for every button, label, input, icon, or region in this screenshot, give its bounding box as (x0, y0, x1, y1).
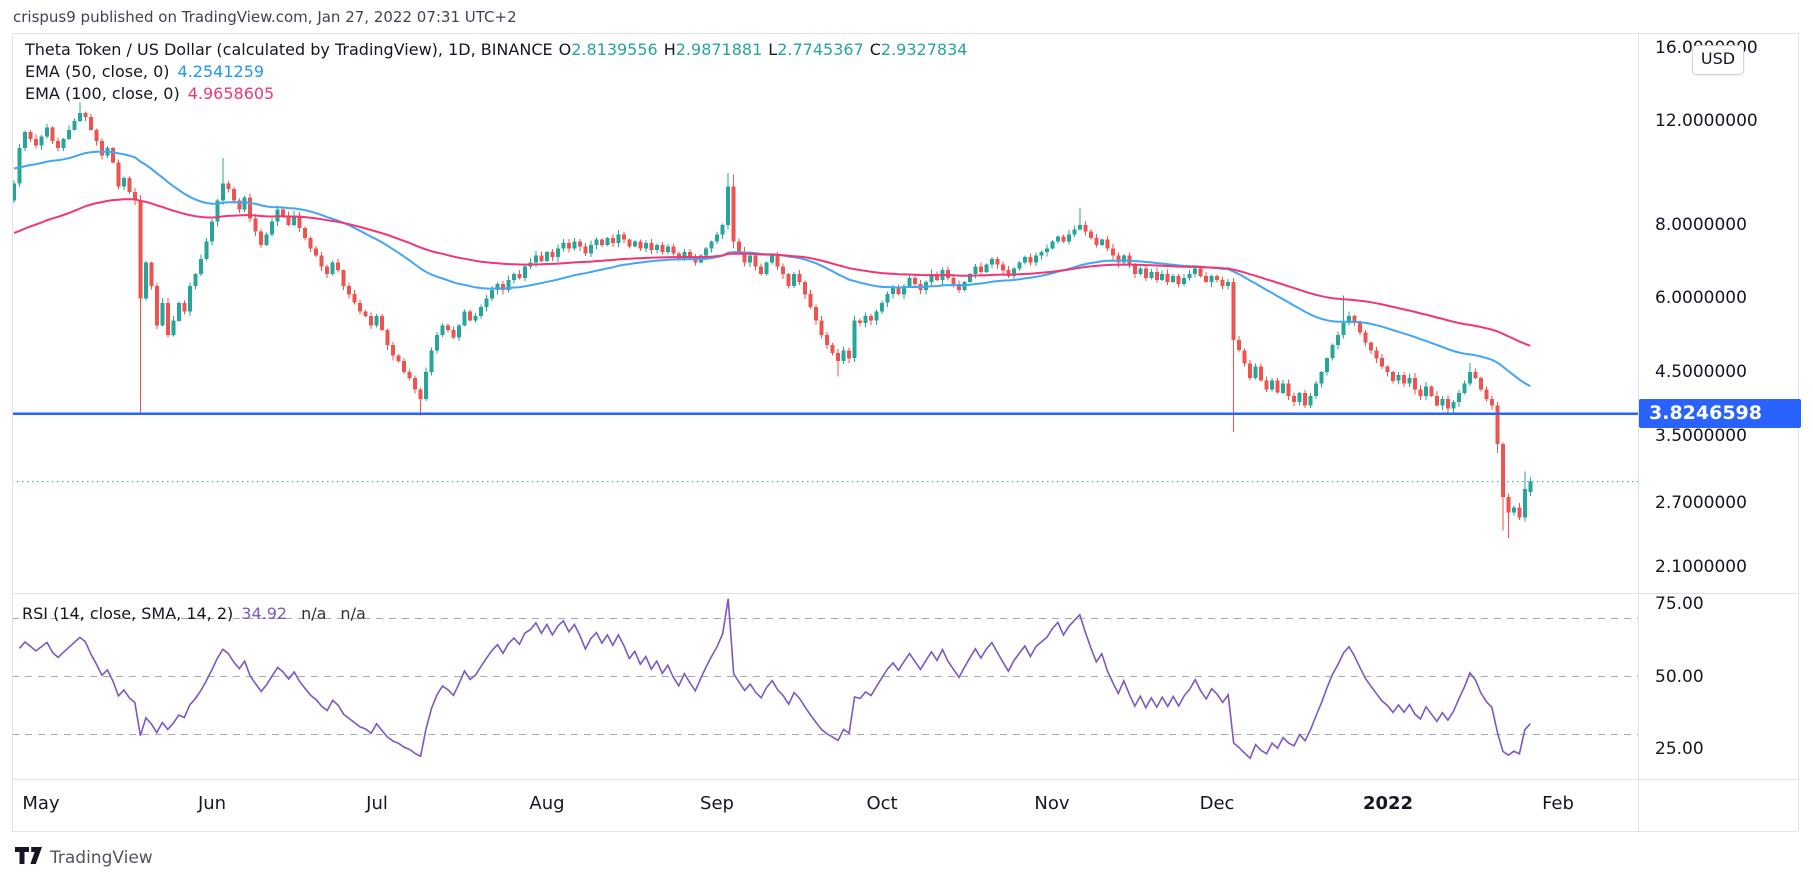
rsi-na-2: n/a (340, 604, 366, 623)
frame-top (12, 33, 1798, 34)
chart-legend: Theta Token / US Dollar (calculated by T… (25, 39, 967, 105)
price-tick-label: 12.0000000 (1655, 111, 1758, 131)
frame-bottom (12, 831, 1798, 832)
ohlc-open: O2.8139556 (558, 40, 658, 59)
tradingview-mark-icon (15, 847, 42, 868)
rsi-label: RSI (14, close, SMA, 14, 2) (22, 604, 234, 623)
frame-left (12, 33, 13, 831)
price-tick-label: 8.0000000 (1655, 215, 1747, 235)
time-tick-label: Aug (529, 793, 565, 814)
ohlc-low: L2.7745367 (768, 40, 864, 59)
ema100-value: 4.9658605 (187, 84, 275, 103)
ohlc-close: C2.9327834 (869, 40, 968, 59)
rsi-tick-label: 50.00 (1655, 667, 1704, 687)
rsi-tick-label: 25.00 (1655, 739, 1704, 759)
time-tick-label: May (22, 793, 60, 814)
time-tick-label: Nov (1034, 793, 1070, 814)
ema100-legend-row[interactable]: EMA (100, close, 0) 4.9658605 (25, 83, 967, 105)
time-tick-label: Dec (1199, 793, 1235, 814)
pane-separator[interactable] (12, 593, 1798, 594)
time-tick-label: 2022 (1362, 793, 1414, 814)
price-tick-label: 6.0000000 (1655, 288, 1747, 308)
rsi-value: 34.92 (241, 604, 288, 623)
price-axis-separator[interactable] (1638, 33, 1639, 831)
horizontal-line-price-tag[interactable]: 3.8246598 (1639, 399, 1801, 428)
symbol-title: Theta Token / US Dollar (calculated by T… (25, 40, 553, 59)
time-tick-label: Sep (700, 793, 734, 814)
price-tick-label: 2.7000000 (1655, 493, 1747, 513)
time-tick-label: Feb (1542, 793, 1574, 814)
rsi-legend-row[interactable]: RSI (14, close, SMA, 14, 2) 34.92 n/a n/a (22, 604, 366, 623)
ema100-label: EMA (100, close, 0) (25, 84, 180, 103)
time-tick-label: Jun (197, 793, 227, 814)
price-tick-label: 4.5000000 (1655, 362, 1747, 382)
tradingview-wordmark: TradingView (50, 847, 153, 868)
rsi-tick-label: 75.00 (1655, 594, 1704, 614)
currency-usd-button[interactable]: USD (1692, 45, 1744, 75)
symbol-row[interactable]: Theta Token / US Dollar (calculated by T… (25, 39, 967, 61)
time-axis-separator (12, 779, 1798, 780)
ema50-label: EMA (50, close, 0) (25, 62, 170, 81)
ohlc-high: H2.9871881 (663, 40, 763, 59)
ema50-value: 4.2541259 (177, 62, 265, 81)
time-tick-label: Jul (366, 793, 388, 814)
frame-right (1798, 33, 1799, 831)
price-tick-label: 2.1000000 (1655, 557, 1747, 577)
publish-info: crispus9 published on TradingView.com, J… (13, 8, 517, 26)
price-tick-label: 3.5000000 (1655, 426, 1747, 446)
time-tick-label: Oct (866, 793, 898, 814)
tradingview-logo[interactable]: TradingView (15, 847, 153, 868)
ema50-legend-row[interactable]: EMA (50, close, 0) 4.2541259 (25, 61, 967, 83)
rsi-na-1: n/a (301, 604, 327, 623)
